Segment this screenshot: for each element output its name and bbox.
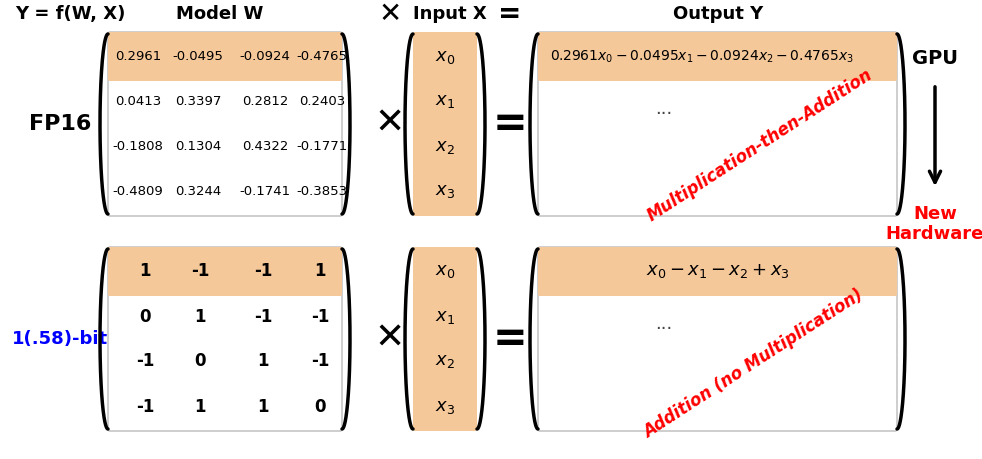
Text: -0.3853: -0.3853	[297, 185, 348, 198]
Text: 1: 1	[194, 308, 206, 325]
Text: New
Hardware: New Hardware	[886, 205, 982, 243]
Text: =: =	[493, 103, 527, 145]
Text: Y = f(W, X): Y = f(W, X)	[15, 5, 126, 23]
Text: -0.0924: -0.0924	[240, 50, 291, 63]
Text: $x_2$: $x_2$	[435, 353, 455, 370]
Text: Addition (no Multiplication): Addition (no Multiplication)	[640, 286, 866, 442]
FancyBboxPatch shape	[413, 247, 477, 431]
Text: ...: ...	[656, 100, 673, 118]
FancyBboxPatch shape	[538, 32, 897, 216]
Text: 0.2403: 0.2403	[299, 95, 345, 108]
Text: 1: 1	[194, 397, 206, 415]
Text: $x_1$: $x_1$	[435, 308, 455, 325]
Text: $0.2961x_0 - 0.0495x_1 - 0.0924x_2 - 0.4765x_3$: $0.2961x_0 - 0.0495x_1 - 0.0924x_2 - 0.4…	[550, 48, 854, 65]
Text: GPU: GPU	[912, 50, 958, 68]
Text: ✕: ✕	[375, 322, 406, 356]
Text: Multiplication-then-Addition: Multiplication-then-Addition	[644, 66, 876, 225]
Text: 0: 0	[194, 353, 206, 370]
Text: $x_3$: $x_3$	[435, 397, 455, 415]
FancyBboxPatch shape	[538, 247, 897, 296]
Text: $x_0$: $x_0$	[435, 263, 456, 280]
Text: ✕: ✕	[378, 0, 402, 28]
Text: Output Y: Output Y	[673, 5, 763, 23]
Text: -0.4809: -0.4809	[113, 185, 163, 198]
Text: 0.2812: 0.2812	[242, 95, 288, 108]
Text: -1: -1	[191, 263, 209, 280]
Text: $x_0 - x_1 - x_2 + x_3$: $x_0 - x_1 - x_2 + x_3$	[645, 263, 790, 280]
Text: -1: -1	[136, 353, 154, 370]
Text: -0.4765: -0.4765	[297, 50, 348, 63]
Text: 0: 0	[139, 308, 151, 325]
FancyBboxPatch shape	[108, 32, 342, 216]
Text: 0.3397: 0.3397	[175, 95, 221, 108]
FancyBboxPatch shape	[108, 247, 342, 296]
Text: ...: ...	[656, 315, 673, 333]
Text: -1: -1	[311, 353, 329, 370]
Text: 1: 1	[257, 397, 269, 415]
Text: -1: -1	[136, 397, 154, 415]
Text: -0.1741: -0.1741	[240, 185, 291, 198]
Text: 0.0413: 0.0413	[115, 95, 161, 108]
Text: 1: 1	[314, 263, 326, 280]
Text: 0.1304: 0.1304	[175, 140, 221, 153]
Text: $x_0$: $x_0$	[435, 47, 456, 66]
Text: -0.1771: -0.1771	[297, 140, 348, 153]
FancyBboxPatch shape	[538, 32, 897, 81]
Text: -1: -1	[253, 308, 272, 325]
FancyBboxPatch shape	[413, 32, 477, 216]
FancyBboxPatch shape	[538, 247, 897, 431]
Text: $x_3$: $x_3$	[435, 183, 455, 201]
Text: -1: -1	[311, 308, 329, 325]
Text: FP16: FP16	[28, 114, 91, 134]
Text: -0.0495: -0.0495	[173, 50, 224, 63]
Text: -1: -1	[253, 263, 272, 280]
Text: ✕: ✕	[375, 107, 406, 141]
Text: Model W: Model W	[177, 5, 264, 23]
Text: 0.2961: 0.2961	[115, 50, 161, 63]
Text: $x_1$: $x_1$	[435, 93, 455, 111]
FancyBboxPatch shape	[108, 247, 342, 431]
Text: 0: 0	[314, 397, 326, 415]
Text: =: =	[493, 318, 527, 360]
Text: 1: 1	[257, 353, 269, 370]
Text: 0.3244: 0.3244	[175, 185, 221, 198]
Text: =: =	[498, 0, 521, 28]
Text: Input X: Input X	[413, 5, 487, 23]
Text: -0.1808: -0.1808	[113, 140, 163, 153]
Text: 0.4322: 0.4322	[242, 140, 288, 153]
Text: 1: 1	[139, 263, 151, 280]
Text: $x_2$: $x_2$	[435, 138, 455, 156]
FancyBboxPatch shape	[108, 32, 342, 81]
Text: 1(.58)-bit: 1(.58)-bit	[12, 330, 108, 348]
